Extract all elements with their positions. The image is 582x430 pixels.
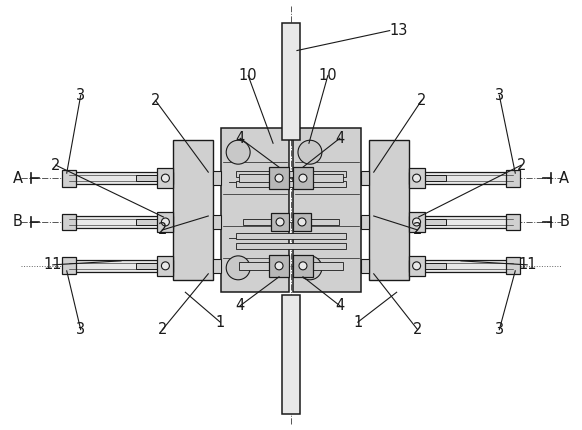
Text: 3: 3 (495, 88, 504, 103)
Text: 3: 3 (76, 88, 85, 103)
Bar (293, 167, 313, 189)
Text: 2: 2 (517, 158, 526, 173)
Bar (293, 255, 313, 277)
Text: 11: 11 (518, 257, 537, 272)
Bar (409, 168, 424, 188)
Bar (69, 216, 173, 228)
Bar (236, 181, 346, 187)
Bar (236, 171, 346, 177)
Circle shape (161, 218, 169, 226)
Bar (236, 233, 346, 239)
Circle shape (226, 256, 250, 280)
Text: B: B (13, 215, 23, 230)
Circle shape (413, 218, 421, 226)
Circle shape (413, 262, 421, 270)
Text: 2: 2 (158, 222, 167, 237)
Bar (361, 259, 369, 273)
Bar (271, 213, 289, 231)
Bar (269, 167, 289, 189)
Text: 2: 2 (51, 158, 61, 173)
Text: 13: 13 (390, 23, 408, 38)
Bar (62, 214, 76, 230)
Text: 10: 10 (239, 68, 257, 83)
Bar (361, 215, 369, 229)
Bar (62, 258, 76, 274)
Bar (424, 175, 446, 181)
Circle shape (275, 262, 283, 270)
Bar (62, 170, 76, 187)
Circle shape (161, 262, 169, 270)
Text: 3: 3 (495, 322, 504, 337)
Bar (282, 295, 300, 415)
Bar (409, 260, 513, 272)
Text: 4: 4 (236, 298, 245, 313)
Bar (213, 259, 221, 273)
Bar (158, 212, 173, 232)
Text: 11: 11 (44, 257, 62, 272)
Text: 3: 3 (76, 322, 85, 337)
Bar (293, 213, 311, 231)
Text: B: B (559, 215, 569, 230)
Circle shape (298, 218, 306, 226)
Bar (311, 219, 339, 225)
Bar (409, 172, 513, 184)
Bar (236, 243, 346, 249)
Text: 4: 4 (335, 298, 345, 313)
Bar (424, 219, 446, 225)
Text: 2: 2 (413, 322, 423, 337)
Bar (221, 128, 289, 292)
Text: 4: 4 (335, 131, 345, 146)
Bar (136, 175, 158, 181)
Text: A: A (559, 171, 569, 186)
Bar (213, 171, 221, 185)
Circle shape (276, 218, 284, 226)
Bar (293, 128, 361, 292)
Circle shape (298, 140, 322, 164)
Bar (269, 255, 289, 277)
Bar (239, 262, 269, 270)
Bar (136, 219, 158, 225)
Text: 4: 4 (236, 131, 245, 146)
Bar (506, 214, 520, 230)
Bar (173, 140, 213, 280)
Circle shape (226, 140, 250, 164)
Bar (313, 262, 343, 270)
Text: 2: 2 (151, 93, 160, 108)
Bar (361, 171, 369, 185)
Bar (409, 256, 424, 276)
Text: 1: 1 (215, 315, 225, 330)
Bar (506, 170, 520, 187)
Bar (213, 215, 221, 229)
Text: 2: 2 (413, 222, 423, 237)
Circle shape (413, 174, 421, 182)
Bar (409, 212, 424, 232)
Bar (313, 174, 343, 182)
Bar (282, 23, 300, 140)
Text: 2: 2 (158, 322, 167, 337)
Circle shape (161, 174, 169, 182)
Bar (239, 174, 269, 182)
Bar (409, 216, 513, 228)
Text: A: A (13, 171, 23, 186)
Bar (136, 263, 158, 269)
Text: 10: 10 (318, 68, 337, 83)
Circle shape (299, 262, 307, 270)
Text: 1: 1 (353, 315, 363, 330)
Bar (424, 263, 446, 269)
Bar (69, 260, 173, 272)
Circle shape (299, 174, 307, 182)
Bar (69, 172, 173, 184)
Bar (369, 140, 409, 280)
Circle shape (298, 256, 322, 280)
Text: 2: 2 (417, 93, 426, 108)
Bar (243, 219, 271, 225)
Circle shape (275, 174, 283, 182)
Bar (158, 168, 173, 188)
Bar (158, 256, 173, 276)
Bar (506, 258, 520, 274)
